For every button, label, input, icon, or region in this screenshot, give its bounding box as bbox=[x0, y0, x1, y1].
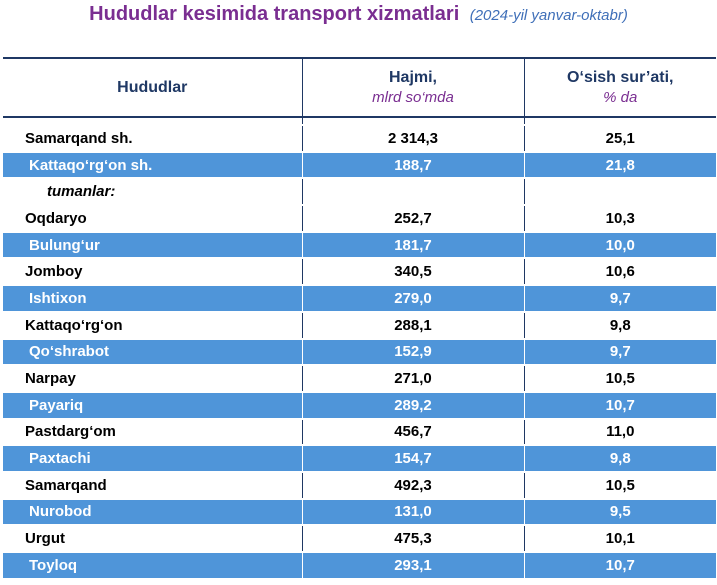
growth-value: 10,7 bbox=[523, 552, 716, 580]
volume-value: 188,7 bbox=[301, 151, 524, 180]
volume-value: 154,7 bbox=[301, 445, 524, 473]
growth-value: 9,8 bbox=[523, 445, 716, 473]
table-row: Samarqand 492,3 10,5 bbox=[3, 471, 716, 500]
header-volume-label: Hajmi, bbox=[388, 68, 437, 86]
header-volume-unit: mlrd so‘mda bbox=[372, 88, 454, 106]
volume-value: 492,3 bbox=[301, 471, 524, 500]
table-row: Paxtachi 154,7 9,8 bbox=[3, 445, 716, 473]
growth-value: 11,0 bbox=[523, 418, 716, 447]
header-growth-unit: % da bbox=[603, 88, 638, 106]
section-label: tumanlar: bbox=[3, 178, 302, 207]
volume-value: 181,7 bbox=[301, 231, 524, 260]
growth-value: 9,7 bbox=[523, 285, 716, 313]
page-title: Hududlar kesimida transport xizmatlari bbox=[89, 3, 460, 25]
region-name: Payariq bbox=[3, 391, 302, 420]
growth-value: 10,0 bbox=[523, 231, 716, 260]
header-region-label: Hududlar bbox=[117, 78, 188, 96]
growth-value: 21,8 bbox=[523, 151, 716, 180]
transport-services-table: Hududlar Hajmi, mlrd so‘mda O‘sish sur’a… bbox=[3, 57, 716, 580]
region-name: Paxtachi bbox=[3, 445, 302, 473]
growth-value: 9,7 bbox=[523, 338, 716, 367]
region-name: Pastdarg‘om bbox=[3, 418, 302, 447]
region-name: Kattaqo‘rg‘on sh. bbox=[3, 151, 302, 180]
growth-value: 9,5 bbox=[523, 498, 716, 527]
table-row: Oqdaryo 252,7 10,3 bbox=[3, 205, 716, 233]
title-row: Hududlar kesimida transport xizmatlari (… bbox=[0, 0, 717, 40]
region-name: Narpay bbox=[3, 365, 302, 393]
volume-value: 2 314,3 bbox=[301, 125, 524, 153]
table-row: Narpay 271,0 10,5 bbox=[3, 365, 716, 393]
volume-value: 152,9 bbox=[301, 338, 524, 367]
header-growth-label: O‘sish sur’ati, bbox=[567, 68, 674, 86]
volume-value: 456,7 bbox=[301, 418, 524, 447]
growth-value: 10,1 bbox=[523, 525, 716, 553]
section-row: tumanlar: bbox=[3, 178, 716, 207]
region-name: Nurobod bbox=[3, 498, 302, 527]
table-row: Pastdarg‘om 456,7 11,0 bbox=[3, 418, 716, 447]
header-region: Hududlar bbox=[3, 57, 302, 118]
table-row: Jomboy 340,5 10,6 bbox=[3, 258, 716, 287]
region-name: Kattaqo‘rg‘on bbox=[3, 311, 302, 340]
table-row: Payariq 289,2 10,7 bbox=[3, 391, 716, 420]
volume-value: 252,7 bbox=[301, 205, 524, 233]
region-name: Samarqand sh. bbox=[3, 125, 302, 153]
table-row: Bulung‘ur 181,7 10,0 bbox=[3, 231, 716, 260]
growth-value: 10,6 bbox=[523, 258, 716, 287]
growth-value: 9,8 bbox=[523, 311, 716, 340]
volume-value: 288,1 bbox=[301, 311, 524, 340]
volume-value: 293,1 bbox=[301, 552, 524, 580]
table-row: Toyloq 293,1 10,7 bbox=[3, 552, 716, 580]
volume-value: 289,2 bbox=[301, 391, 524, 420]
growth-value: 10,3 bbox=[523, 205, 716, 233]
volume-value: 475,3 bbox=[301, 525, 524, 553]
table-row: Ishtixon 279,0 9,7 bbox=[3, 285, 716, 313]
volume-value: 279,0 bbox=[301, 285, 524, 313]
region-name: Bulung‘ur bbox=[3, 231, 302, 260]
region-name: Urgut bbox=[3, 525, 302, 553]
header-volume: Hajmi, mlrd so‘mda bbox=[301, 57, 524, 118]
table-row: Kattaqo‘rg‘on 288,1 9,8 bbox=[3, 311, 716, 340]
growth-value: 10,7 bbox=[523, 391, 716, 420]
growth-value: 10,5 bbox=[523, 471, 716, 500]
table-row: Qo‘shrabot 152,9 9,7 bbox=[3, 338, 716, 367]
growth-value: 25,1 bbox=[523, 125, 716, 153]
growth-value: 10,5 bbox=[523, 365, 716, 393]
region-name: Qo‘shrabot bbox=[3, 338, 302, 367]
table-row: Urgut 475,3 10,1 bbox=[3, 525, 716, 553]
region-name: Oqdaryo bbox=[3, 205, 302, 233]
page-subtitle: (2024-yil yanvar-oktabr) bbox=[469, 7, 628, 24]
table-row: Kattaqo‘rg‘on sh. 188,7 21,8 bbox=[3, 151, 716, 180]
header-growth: O‘sish sur’ati, % da bbox=[523, 57, 716, 118]
table-header-row: Hududlar Hajmi, mlrd so‘mda O‘sish sur’a… bbox=[3, 57, 716, 118]
spacer-row bbox=[3, 117, 716, 126]
region-name: Samarqand bbox=[3, 471, 302, 500]
table-row: Nurobod 131,0 9,5 bbox=[3, 498, 716, 527]
region-name: Ishtixon bbox=[3, 285, 302, 313]
region-name: Toyloq bbox=[3, 552, 302, 580]
volume-value: 131,0 bbox=[301, 498, 524, 527]
volume-value: 271,0 bbox=[301, 365, 524, 393]
region-name: Jomboy bbox=[3, 258, 302, 287]
volume-value: 340,5 bbox=[301, 258, 524, 287]
table-row: Samarqand sh. 2 314,3 25,1 bbox=[3, 125, 716, 153]
